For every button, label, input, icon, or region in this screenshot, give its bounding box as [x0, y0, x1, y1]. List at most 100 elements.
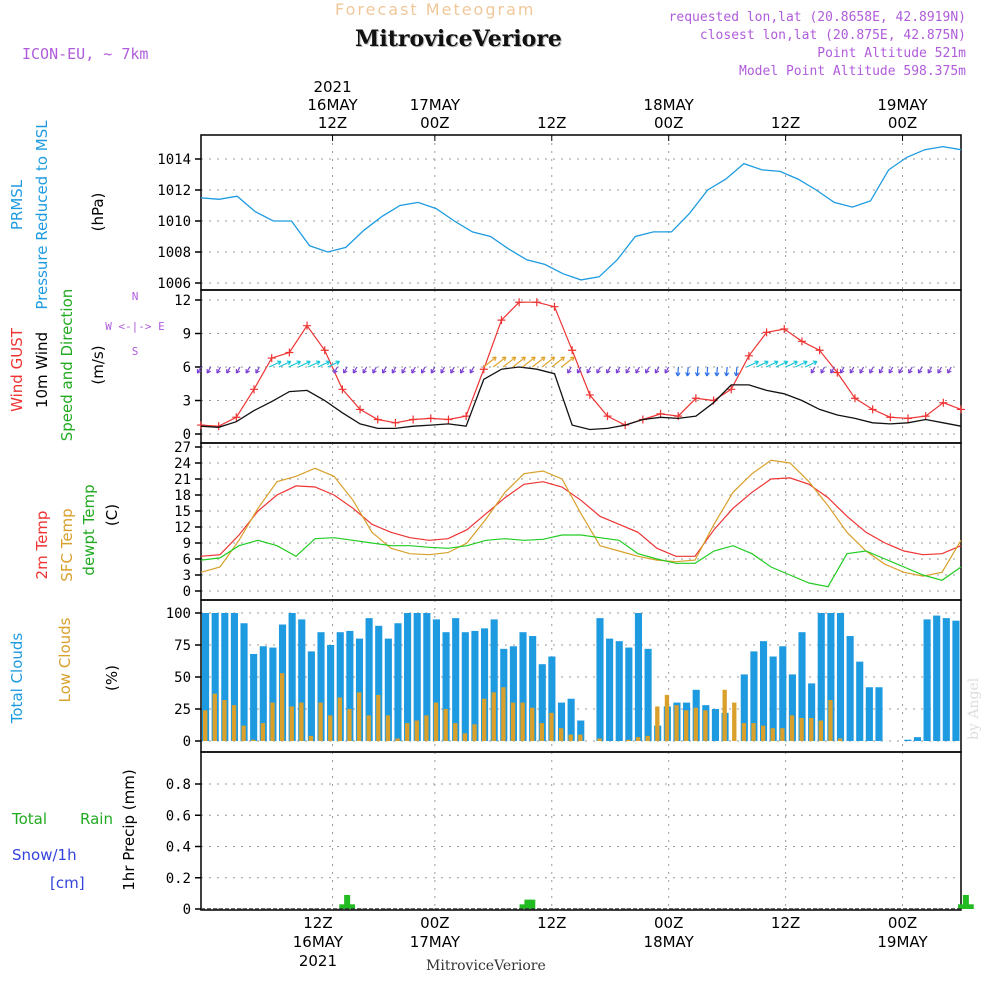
wind-arrow	[775, 360, 788, 368]
wind-arrow-head	[635, 369, 640, 374]
precip-cm-label: [cm]	[50, 874, 85, 892]
wind-arrow-head	[898, 369, 903, 374]
total-cloud-bar	[596, 618, 604, 741]
wind-arrow-head	[888, 369, 894, 374]
low-cloud-bar	[722, 689, 727, 741]
wind-arrow	[785, 360, 798, 368]
gust-marker	[886, 413, 895, 422]
sfc-temp-label: SFC Temp	[58, 508, 76, 581]
wind-arrow-head	[440, 369, 445, 374]
gust-marker	[797, 337, 806, 346]
total-cloud-bar	[769, 656, 777, 741]
total-cloud-bar	[913, 737, 922, 741]
gust-marker	[939, 398, 948, 407]
low-cloud-bar	[385, 715, 391, 741]
low-cloud-bar	[443, 709, 448, 741]
wind-arrow	[522, 356, 536, 368]
wind-arrow-head	[849, 369, 855, 374]
wind-arrow-head	[420, 369, 426, 374]
point-altitude: Point Altitude 521m	[817, 46, 966, 61]
bottom-time-label: 12Z	[537, 914, 566, 932]
low-cloud-bar	[328, 715, 333, 741]
wind-arrow-head	[586, 369, 592, 374]
total-cloud-bar	[750, 651, 758, 741]
compass-west-east: W <-|-> E	[105, 320, 165, 333]
wind-arrow-head	[704, 372, 710, 377]
top-date-label: 17MAY	[410, 96, 461, 114]
wind-arrow	[765, 360, 779, 368]
wind-arrow-head	[803, 360, 808, 366]
low-cloud-bar	[453, 723, 458, 741]
wind-arrow	[268, 360, 282, 368]
panel-precip: 0 0.2 0.4 0.6 0.8	[166, 751, 962, 918]
gust-marker	[515, 298, 524, 307]
gust-marker	[550, 302, 559, 311]
total-cloud-bar	[480, 628, 489, 741]
wind-arrow-head	[325, 360, 331, 366]
low-cloud-bar	[318, 702, 323, 741]
low-cloud-bar	[818, 720, 824, 741]
pressure-label-prmsl: PRMSL	[8, 179, 26, 230]
low-cloud-bar	[472, 724, 477, 741]
wind-unit: (m/s)	[89, 345, 107, 384]
t2m-line	[200, 477, 962, 557]
wind-arrow	[196, 366, 202, 374]
wind-arrow	[541, 356, 556, 368]
wind-arrow	[664, 366, 670, 374]
low-cloud-bar	[635, 737, 641, 741]
wind-arrow	[859, 366, 865, 374]
gust-marker	[285, 348, 294, 357]
wind-arrow-head	[501, 356, 507, 362]
wind-arrow	[879, 366, 884, 374]
bottom-time-label: 12Z	[771, 914, 800, 932]
wind-arrow	[561, 356, 575, 368]
gust-marker	[444, 415, 453, 424]
wind-arrow-head	[754, 360, 759, 366]
gust-marker	[426, 414, 435, 423]
wind-arrow	[596, 366, 602, 374]
rain-bar	[524, 899, 531, 909]
low-cloud-bar	[260, 723, 266, 741]
low-cloud-bar	[828, 700, 833, 741]
total-cloud-bar	[788, 674, 796, 741]
precip-snow-label: Snow/1h	[12, 846, 77, 864]
total-cloud-bar	[933, 615, 941, 741]
wind-arrow-head	[306, 360, 311, 366]
low-cloud-bar	[251, 739, 256, 741]
precip-rain-label: Rain	[80, 810, 113, 828]
wind-line	[200, 366, 962, 431]
wind-arrow	[937, 366, 943, 374]
gust-marker	[303, 321, 312, 330]
wind-arrow-head	[276, 360, 282, 366]
y-tick-label: 1014	[157, 152, 191, 168]
total-cloud-bar	[779, 646, 787, 741]
wind-arrow	[746, 360, 759, 368]
compass-north: N	[132, 290, 139, 303]
total-cloud-bar	[529, 636, 537, 741]
wind-arrow	[483, 356, 497, 368]
wind-arrow	[615, 366, 621, 374]
wind-arrow	[804, 360, 818, 368]
wind-arrow-head	[550, 356, 556, 362]
panel-wind: 0 3 6 9 12	[174, 289, 962, 444]
wind-arrow-head	[560, 356, 565, 362]
total-cloud-bar	[519, 632, 527, 741]
low-cloud-bar	[645, 735, 650, 741]
wind-arrow	[810, 366, 816, 374]
low-cloud-bar	[809, 717, 814, 741]
wind-arrow	[716, 366, 719, 377]
wind-arrow-head	[654, 369, 660, 374]
gust-marker	[957, 405, 965, 414]
low-cloud-bar	[539, 723, 545, 741]
wind-arrow	[278, 360, 291, 368]
total-cloud-bar	[346, 630, 354, 741]
total-cloud-bar	[538, 664, 546, 741]
total-cloud-bar	[365, 618, 373, 741]
wind-arrow-head	[235, 369, 241, 374]
gust-marker	[780, 325, 789, 334]
y-tick-label: 0.4	[166, 840, 191, 856]
total-cloud-bar	[442, 632, 450, 741]
wind-arrow-head	[664, 369, 669, 374]
bottom-date-label: 18MAY	[644, 933, 695, 951]
total-cloud-bar	[759, 641, 768, 741]
